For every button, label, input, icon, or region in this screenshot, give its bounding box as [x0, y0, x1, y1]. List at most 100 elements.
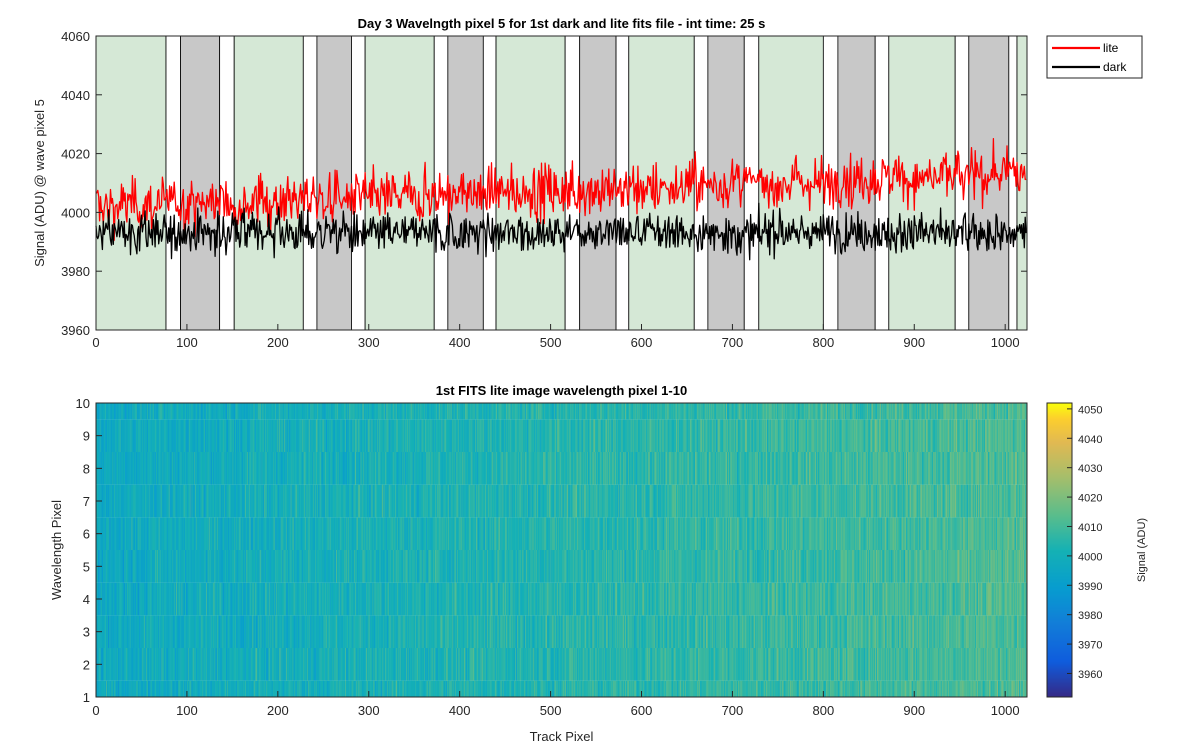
heatmap-cell [370, 615, 372, 648]
heatmap-cell [589, 615, 591, 648]
heatmap-cell [102, 615, 104, 648]
heatmap-cell [718, 680, 720, 697]
heatmap-cell [455, 615, 457, 648]
heatmap-cell [339, 550, 341, 583]
heatmap-cell [388, 648, 390, 681]
heatmap-cell [378, 582, 380, 616]
heatmap-cell [1021, 680, 1023, 697]
heatmap-cell [787, 550, 790, 583]
heatmap-cell [974, 582, 976, 616]
heatmap-cell [779, 582, 781, 616]
heatmap-cell [176, 648, 179, 681]
heatmap-cell [576, 582, 578, 616]
heatmap-cell [712, 648, 714, 681]
heatmap-cell [935, 680, 937, 697]
heatmap-cell [497, 615, 500, 648]
heatmap-cells [96, 403, 1028, 697]
heatmap-cell [706, 648, 709, 681]
heatmap-cell [169, 648, 171, 681]
heatmap-cell [313, 582, 315, 616]
heatmap-cell [792, 648, 794, 681]
heatmap-cell [733, 648, 735, 681]
heatmap-cell [211, 582, 213, 616]
heatmap-cell [521, 648, 523, 681]
heatmap-cell [414, 680, 416, 697]
heatmap-cell [1000, 615, 1002, 648]
heatmap-cell [167, 550, 170, 583]
heatmap-cell [752, 582, 754, 616]
heatmap-cell [101, 680, 103, 697]
heatmap-cell [298, 582, 300, 616]
heatmap-cell [646, 680, 648, 697]
heatmap-cell [246, 550, 249, 583]
heatmap-cell [120, 550, 122, 583]
heatmap-cell [562, 680, 564, 697]
heatmap-cell [484, 680, 486, 697]
heatmap-cell [981, 615, 983, 648]
heatmap-cell [934, 648, 936, 681]
heatmap-cell [338, 550, 340, 583]
heatmap-cell [786, 582, 788, 616]
heatmap-cell [147, 550, 150, 583]
heatmap-cell [176, 615, 178, 648]
heatmap-cell [584, 550, 586, 583]
heatmap-cell [253, 648, 255, 681]
heatmap-cell [541, 550, 543, 583]
heatmap-cell [156, 582, 159, 616]
heatmap-cell [251, 615, 253, 648]
heatmap-cell [386, 582, 389, 616]
heatmap-cell [276, 550, 278, 583]
heatmap-cell [814, 582, 816, 616]
heatmap-cell [520, 680, 522, 697]
heatmap-cell [429, 582, 431, 616]
heatmap-cell [386, 615, 389, 648]
heatmap-cell [751, 615, 753, 648]
heatmap-cell [173, 680, 175, 697]
heatmap-cell [428, 615, 430, 648]
heatmap-cell [273, 680, 275, 697]
heatmap-cell [736, 648, 739, 681]
heatmap-cell [165, 582, 167, 616]
heatmap-cell [732, 648, 734, 681]
heatmap-cell [513, 615, 515, 648]
heatmap-cell [412, 550, 414, 583]
heatmap-cell [823, 615, 825, 648]
heatmap-cell [347, 615, 350, 648]
heatmap-cell [789, 648, 791, 681]
heatmap-cell [764, 648, 766, 681]
heatmap-cell [371, 550, 373, 583]
heatmap-cell [981, 680, 983, 697]
heatmap-cell [359, 582, 361, 616]
heatmap-cell [844, 582, 846, 616]
heatmap-cell [536, 615, 538, 648]
heatmap-cell [507, 582, 510, 616]
heatmap-cell [574, 550, 576, 583]
heatmap-cell [330, 550, 332, 583]
heatmap-cell [114, 648, 116, 681]
heatmap-cell [769, 582, 771, 616]
heatmap-cell [753, 615, 755, 648]
heatmap-cell [225, 550, 227, 583]
heatmap-cell [559, 582, 561, 616]
heatmap-cell [206, 582, 209, 616]
heatmap-cell [202, 582, 204, 616]
heatmap-cell [236, 550, 238, 583]
heatmap-cell [115, 550, 117, 583]
heatmap-cell [666, 648, 668, 681]
heatmap-cell [564, 582, 566, 616]
heatmap-cell [656, 648, 658, 681]
heatmap-cell [516, 550, 519, 583]
heatmap-cell [926, 582, 928, 616]
heatmap-cell [921, 615, 923, 648]
heatmap-cell [704, 648, 706, 681]
heatmap-cell [923, 582, 925, 616]
heatmap-cell [605, 582, 607, 616]
heatmap-cell [156, 615, 158, 648]
heatmap-cell [1018, 615, 1021, 648]
heatmap-cell [465, 550, 467, 583]
heatmap-cell [405, 582, 407, 616]
heatmap-cell [376, 615, 378, 648]
heatmap-cell [900, 582, 902, 616]
heatmap-cell [671, 615, 673, 648]
heatmap-cell [973, 582, 975, 616]
